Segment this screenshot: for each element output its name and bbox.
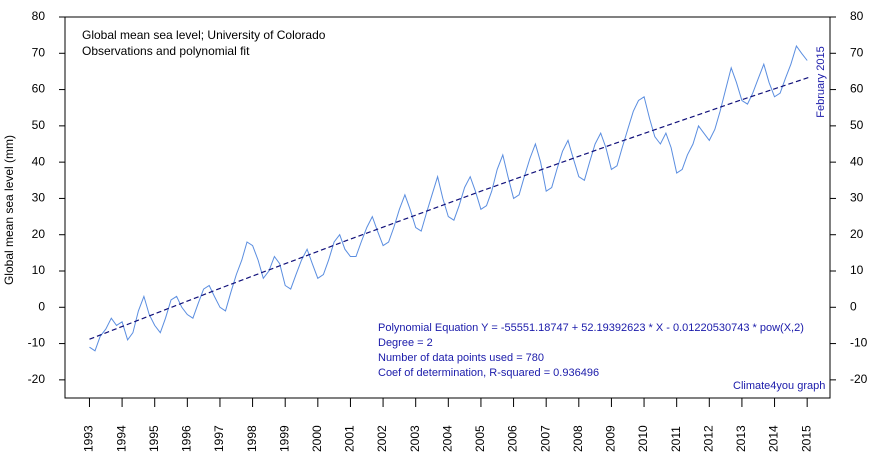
y2-tick-label: 50 bbox=[850, 118, 864, 132]
y2-tick-label: 0 bbox=[850, 299, 857, 313]
y-axis-label: Global mean sea level (mm) bbox=[2, 135, 16, 285]
annotation: Coef of determination, R-squared = 0.936… bbox=[378, 367, 599, 379]
y-tick-label: 0 bbox=[38, 299, 45, 313]
x-tick-label: 2008 bbox=[571, 425, 585, 452]
x-tick-label: 1995 bbox=[147, 425, 161, 452]
credit: Climate4you graph bbox=[733, 380, 825, 392]
y-tick-label: 30 bbox=[32, 191, 46, 205]
x-tick-label: 2014 bbox=[767, 425, 781, 452]
x-tick-label: 1997 bbox=[212, 425, 226, 452]
annotation: Polynomial Equation Y = -55551.18747 + 5… bbox=[378, 322, 804, 334]
x-tick-label: 2002 bbox=[375, 425, 389, 452]
x-tick-label: 2012 bbox=[701, 425, 715, 452]
fit-line bbox=[89, 76, 811, 340]
y-tick-label: 20 bbox=[32, 227, 46, 241]
x-tick-label: 1999 bbox=[277, 425, 291, 452]
y-tick-label: -20 bbox=[28, 372, 46, 386]
y2-tick-label: 10 bbox=[850, 263, 864, 277]
x-tick-label: 2004 bbox=[440, 425, 454, 452]
x-tick-label: 1998 bbox=[245, 425, 259, 452]
y2-tick-label: -20 bbox=[850, 372, 868, 386]
x-tick-label: 2001 bbox=[343, 425, 357, 452]
y-tick-label: 50 bbox=[32, 118, 46, 132]
y2-tick-label: -10 bbox=[850, 336, 868, 350]
data-line bbox=[89, 44, 808, 352]
y2-tick-label: 40 bbox=[850, 154, 864, 168]
y2-tick-label: 60 bbox=[850, 82, 864, 96]
y-tick-label: 40 bbox=[32, 154, 46, 168]
y2-tick-label: 20 bbox=[850, 227, 864, 241]
x-tick-label: 1994 bbox=[114, 425, 128, 452]
annotation: Number of data points used = 780 bbox=[378, 352, 544, 364]
x-tick-label: 2015 bbox=[799, 425, 813, 452]
x-tick-label: 2006 bbox=[506, 425, 520, 452]
x-tick-label: 2009 bbox=[604, 425, 618, 452]
x-tick-label: 2007 bbox=[538, 425, 552, 452]
y-tick-label: 80 bbox=[32, 9, 46, 23]
date-label: February 2015 bbox=[815, 46, 827, 118]
x-tick-label: 2000 bbox=[310, 425, 324, 452]
y2-tick-label: 80 bbox=[850, 9, 864, 23]
chart-title: Global mean sea level; University of Col… bbox=[82, 28, 326, 42]
plot-frame bbox=[64, 16, 831, 399]
y2-tick-label: 70 bbox=[850, 45, 864, 59]
x-tick-label: 2003 bbox=[408, 425, 422, 452]
y2-tick-label: 30 bbox=[850, 191, 864, 205]
chart-subtitle: Observations and polynomial fit bbox=[82, 44, 250, 58]
x-tick-label: 2011 bbox=[669, 426, 683, 452]
y-tick-label: 60 bbox=[32, 82, 46, 96]
x-tick-label: 2010 bbox=[636, 425, 650, 452]
y-tick-label: -10 bbox=[28, 336, 46, 350]
x-tick-label: 1996 bbox=[180, 425, 194, 452]
annotation: Degree = 2 bbox=[378, 337, 433, 349]
x-tick-label: 2013 bbox=[734, 425, 748, 452]
x-tick-label: 1993 bbox=[82, 425, 96, 452]
y-tick-label: 10 bbox=[32, 263, 46, 277]
x-tick-label: 2005 bbox=[473, 425, 487, 452]
y-tick-label: 70 bbox=[32, 45, 46, 59]
